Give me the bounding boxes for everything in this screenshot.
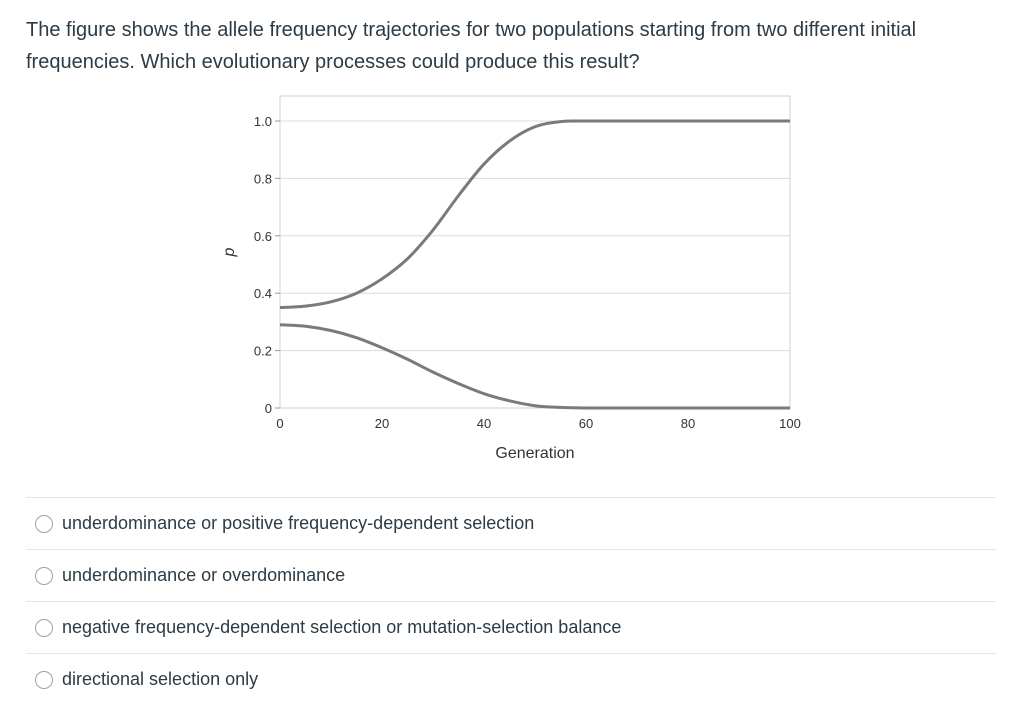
answer-label: negative frequency-dependent selection o… xyxy=(62,617,622,637)
answer-option-3[interactable]: negative frequency-dependent selection o… xyxy=(26,602,996,654)
chart-svg: 00.20.40.60.81.00 20 40 60 80 100 Generation … xyxy=(221,95,801,462)
x-tick-label: 0 xyxy=(276,416,283,431)
series-line-1 xyxy=(279,119,790,310)
y-tick-label: 0 xyxy=(265,401,272,416)
series-line-2 xyxy=(279,323,790,410)
x-tick-label: 80 xyxy=(681,416,695,431)
y-tick-label: 1.0 xyxy=(254,114,272,129)
radio-button[interactable] xyxy=(35,670,53,689)
radio-button[interactable] xyxy=(35,514,53,533)
answer-label: underdominance or positive frequency-dep… xyxy=(62,513,535,533)
y-axis-title: p xyxy=(221,247,238,257)
y-tick-label: 0.6 xyxy=(254,229,272,244)
x-tick-label: 20 xyxy=(375,416,389,431)
x-tick-label: 100 xyxy=(779,416,801,431)
answer-option-1[interactable]: underdominance or positive frequency-dep… xyxy=(26,498,996,550)
y-tick-label: 0.4 xyxy=(254,286,272,301)
plot-frame xyxy=(279,95,791,409)
x-axis-title: Generation xyxy=(495,445,574,462)
radio-button[interactable] xyxy=(35,618,53,637)
answer-label: directional selection only xyxy=(62,669,259,689)
radio-button[interactable] xyxy=(35,566,53,585)
allele-frequency-chart: 0 0.2 0.4 0.6 0.8 1.0 0 20 40 60 80 100 Generation … xyxy=(210,90,810,470)
answer-list: underdominance or positive frequency-dep… xyxy=(26,497,996,705)
answer-label: underdominance or overdominance xyxy=(62,565,346,585)
x-tick-label: 60 xyxy=(579,416,593,431)
y-tick-label: 0.2 xyxy=(254,344,272,359)
question-text: The figure shows the allele frequency tr… xyxy=(26,19,917,73)
y-tick-label: 0.8 xyxy=(254,171,272,186)
answer-option-2[interactable]: underdominance or overdominance xyxy=(26,550,996,602)
x-tick-label: 40 xyxy=(477,416,491,431)
answer-option-4[interactable]: directional selection only xyxy=(26,654,996,705)
